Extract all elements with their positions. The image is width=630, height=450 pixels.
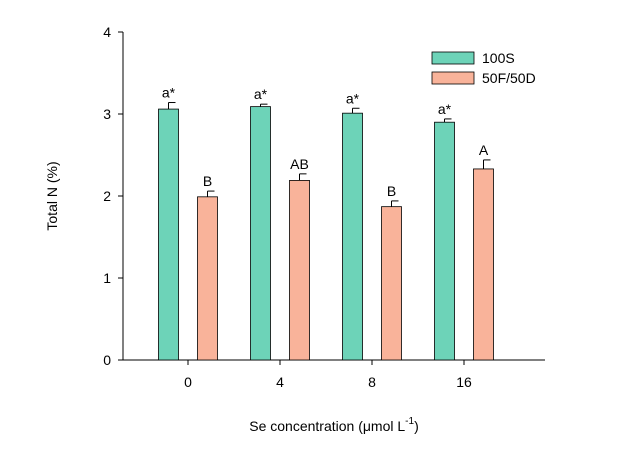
bars [158,102,494,361]
legend: 100S 50F/50D [431,50,536,86]
significance-labels: a* Ba* AB a* Ba* A [162,85,489,199]
legend-label-50f50d: 50F/50D [482,70,536,86]
bar [342,112,363,361]
significance-label: B [203,173,212,189]
y-tick-label: 2 [103,188,111,204]
y-tick-label: 3 [103,106,111,122]
bar [197,196,218,361]
significance-label: a* [254,86,268,102]
x-axis-title-main: Se concentration (μmol L [249,418,405,434]
bar [381,206,402,361]
y-axis-ticks: 0 1 2 3 4 [103,24,123,368]
x-tick-label: 8 [368,374,376,390]
significance-label: a* [162,85,176,101]
y-tick-label: 4 [103,24,111,40]
bar [250,106,271,361]
y-axis-title: Total N (%) [44,161,60,230]
x-tick-label: 16 [456,374,472,390]
bar [434,121,455,361]
legend-swatch-100s [431,51,475,65]
bar [289,180,310,361]
bar [473,168,494,361]
significance-label: a* [346,90,360,106]
x-axis-title: Se concentration (μmol L-1) [249,416,419,434]
x-axis-ticks: 0 4 8 16 [184,360,472,390]
bar [158,108,179,361]
legend-label-100s: 100S [482,50,515,66]
x-tick-label: 4 [276,374,284,390]
y-tick-label: 1 [103,270,111,286]
significance-label: AB [290,156,309,172]
x-axis-title-superscript: -1 [405,416,414,427]
legend-swatch-50f50d [431,71,475,85]
significance-label: B [387,183,396,199]
significance-label: a* [438,101,452,117]
x-axis-title-suffix: ) [414,418,419,434]
significance-label: A [479,142,489,158]
x-tick-label: 0 [184,374,192,390]
y-tick-label: 0 [103,352,111,368]
